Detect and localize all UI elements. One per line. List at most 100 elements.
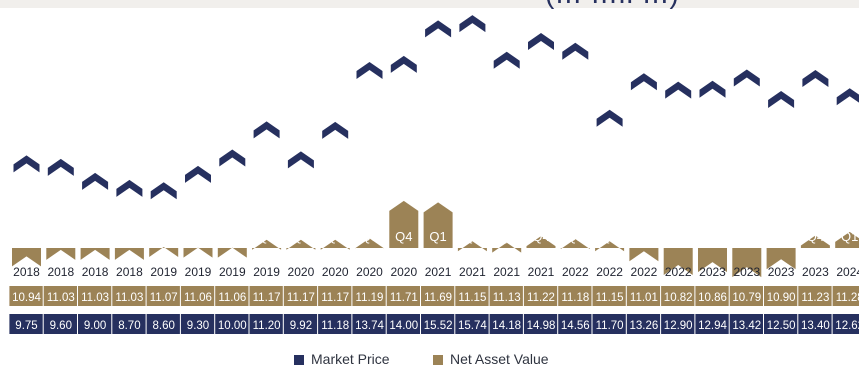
bar-quarter-label: Q1 xyxy=(567,229,584,244)
nav-bar xyxy=(595,241,625,252)
market-price-marker xyxy=(253,121,280,139)
market-price-label: 9.75 xyxy=(15,320,37,332)
chart-title-fragment: (… ….. …) xyxy=(545,0,679,10)
nav-value-label: 11.03 xyxy=(81,292,109,304)
top-band xyxy=(0,0,859,8)
bar-quarter-label: Q1 xyxy=(704,229,721,244)
nav-value-label: 10.79 xyxy=(732,292,761,304)
nav-value-label: 10.82 xyxy=(664,292,693,304)
market-price-label: 11.18 xyxy=(321,320,349,332)
nav-value-label: 10.86 xyxy=(698,292,727,304)
market-price-cell xyxy=(146,314,180,334)
nav-value-label: 11.71 xyxy=(390,292,418,304)
x-tick-year: 2020 xyxy=(288,265,315,279)
nav-value-label: 11.69 xyxy=(424,292,452,304)
x-tick-year: 2020 xyxy=(356,265,383,279)
nav-bar xyxy=(149,246,179,257)
nav-value-cell xyxy=(626,286,661,306)
legend-label-market-price: Market Price xyxy=(311,351,390,367)
nav-bar xyxy=(732,248,762,278)
bar-quarter-label: Q3 xyxy=(772,229,789,244)
nav-bar xyxy=(629,248,659,262)
nav-value-label: 11.19 xyxy=(356,292,384,304)
nav-bar xyxy=(560,239,590,250)
nav-value-label: 11.17 xyxy=(253,292,281,304)
market-price-label: 14.18 xyxy=(492,320,521,332)
nav-value-cell xyxy=(352,286,386,306)
market-price-label: 13.40 xyxy=(801,320,830,332)
nav-value-cell xyxy=(661,286,695,306)
market-price-marker xyxy=(836,88,859,106)
market-price-label: 11.70 xyxy=(596,320,624,332)
market-price-cell xyxy=(764,314,798,334)
x-tick-year: 2019 xyxy=(150,265,177,279)
market-price-cell xyxy=(9,314,43,334)
nav-value-label: 11.15 xyxy=(458,292,486,304)
market-price-label: 10.00 xyxy=(218,320,247,332)
bar-quarter-label: Q2 xyxy=(601,229,618,244)
market-price-cell xyxy=(386,314,420,334)
market-price-cell xyxy=(455,314,489,334)
nav-bar xyxy=(698,248,727,273)
market-price-cell xyxy=(78,314,112,334)
market-price-label: 14.00 xyxy=(389,320,418,332)
nav-bar xyxy=(800,235,830,248)
market-price-cell xyxy=(798,314,832,334)
nav-value-cell xyxy=(489,286,523,306)
bar-quarter-label: Q3 xyxy=(635,229,652,244)
market-price-cell xyxy=(43,314,77,334)
legend-swatch-net-asset-value xyxy=(433,355,443,365)
nav-value-label: 10.94 xyxy=(12,292,41,304)
market-price-label: 9.92 xyxy=(290,320,312,332)
market-price-cell xyxy=(558,314,592,334)
legend-label-net-asset-value: Net Asset Value xyxy=(450,351,549,367)
nav-value-label: 11.13 xyxy=(493,292,521,304)
nav-value-cell xyxy=(729,286,763,306)
x-tick-year: 2021 xyxy=(528,265,555,279)
x-tick-year: 2022 xyxy=(631,265,658,279)
nav-value-cell xyxy=(318,286,352,306)
market-price-label: 12.50 xyxy=(767,320,796,332)
market-price-cell xyxy=(592,314,626,334)
nav-value-label: 11.17 xyxy=(321,292,349,304)
x-tick-year: 2019 xyxy=(185,265,212,279)
nav-value-cell xyxy=(421,286,455,306)
x-tick-year: 2022 xyxy=(596,265,623,279)
nav-value-label: 11.15 xyxy=(596,292,624,304)
bar-quarter-label: Q1 xyxy=(155,229,172,244)
market-price-label: 9.60 xyxy=(50,320,72,332)
nav-value-cell xyxy=(180,286,215,306)
bar-quarter-label: Q1 xyxy=(292,229,309,244)
nav-bar xyxy=(457,241,487,252)
legend-item-net-asset-value: Net Asset Value xyxy=(433,351,549,367)
market-price-marker xyxy=(665,81,692,99)
nav-bar xyxy=(46,248,76,260)
nav-value-label: 11.03 xyxy=(115,292,143,304)
bar-quarter-label: Q4 xyxy=(670,229,687,244)
x-tick-year: 2019 xyxy=(219,265,246,279)
nav-value-cell xyxy=(832,286,859,306)
bar-quarter-label: Q3 xyxy=(498,229,515,244)
legend-item-market-price: Market Price xyxy=(294,351,390,367)
x-tick-year: 2020 xyxy=(390,265,417,279)
market-price-label: 13.26 xyxy=(630,320,659,332)
market-price-cell xyxy=(523,314,558,334)
market-price-label: 15.74 xyxy=(458,320,487,332)
market-price-label: 13.74 xyxy=(355,320,384,332)
market-price-cell xyxy=(180,314,215,334)
market-price-marker xyxy=(562,42,589,60)
bar-quarter-label: Q2 xyxy=(464,229,481,244)
nav-value-cell xyxy=(523,286,558,306)
market-price-cell xyxy=(112,314,146,334)
market-price-label: 8.60 xyxy=(153,320,175,332)
nav-value-cell xyxy=(215,286,249,306)
nav-bar xyxy=(355,238,384,249)
bar-quarter-label: Q2 xyxy=(52,229,69,244)
market-price-marker xyxy=(322,121,349,139)
market-price-marker xyxy=(356,61,383,79)
nav-value-label: 11.22 xyxy=(527,292,555,304)
x-tick-year: 2018 xyxy=(13,265,40,279)
market-price-marker xyxy=(390,55,417,73)
nav-value-cell xyxy=(558,286,592,306)
x-tick-year: 2022 xyxy=(562,265,589,279)
